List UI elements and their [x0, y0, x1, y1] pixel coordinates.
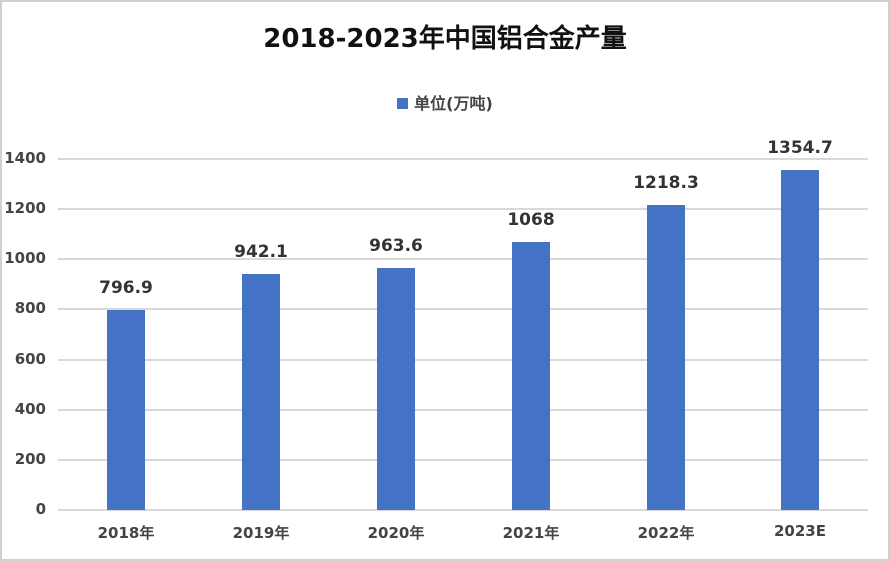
x-tick-label: 2023E — [774, 522, 826, 540]
legend-swatch-icon — [397, 98, 409, 109]
y-tick-label: 0 — [35, 500, 46, 518]
bar — [647, 204, 685, 510]
gridline — [58, 208, 868, 211]
bar-value-label: 963.6 — [369, 236, 423, 257]
gridline — [58, 308, 868, 311]
x-tick-label: 2022年 — [637, 524, 695, 542]
bar-value-label: 942.1 — [234, 241, 288, 262]
bar — [107, 310, 145, 510]
x-tick-label: 2019年 — [232, 524, 290, 542]
bar-value-label: 1218.3 — [633, 172, 699, 193]
x-tick-label: 2020年 — [367, 524, 425, 542]
gridline — [58, 458, 868, 461]
bar-value-label: 1354.7 — [767, 138, 833, 159]
x-tick-label: 2021年 — [502, 524, 560, 542]
gridline — [58, 358, 868, 361]
chart-title: 2018-2023年中国铝合金产量 — [263, 24, 627, 54]
y-tick-label: 600 — [14, 349, 46, 368]
gridline — [58, 158, 868, 160]
chart-legend: 单位(万吨) — [0, 90, 890, 114]
legend-label: 单位(万吨) — [414, 94, 493, 113]
bar — [512, 242, 550, 510]
y-tick-label: 1000 — [4, 249, 46, 268]
y-tick-label: 200 — [14, 449, 46, 468]
bar — [781, 170, 819, 510]
bar-value-label: 796.9 — [99, 278, 153, 299]
y-tick-label: 1200 — [4, 199, 46, 218]
gridline — [58, 408, 868, 411]
bar — [377, 268, 415, 510]
bar-value-label: 1068 — [507, 210, 555, 231]
gridline — [58, 258, 868, 261]
bar — [242, 273, 280, 510]
y-tick-label: 800 — [14, 299, 46, 318]
x-tick-label: 2018年 — [97, 524, 155, 542]
gridline — [58, 509, 868, 511]
y-tick-label: 1400 — [4, 149, 46, 167]
y-tick-label: 400 — [14, 399, 46, 418]
